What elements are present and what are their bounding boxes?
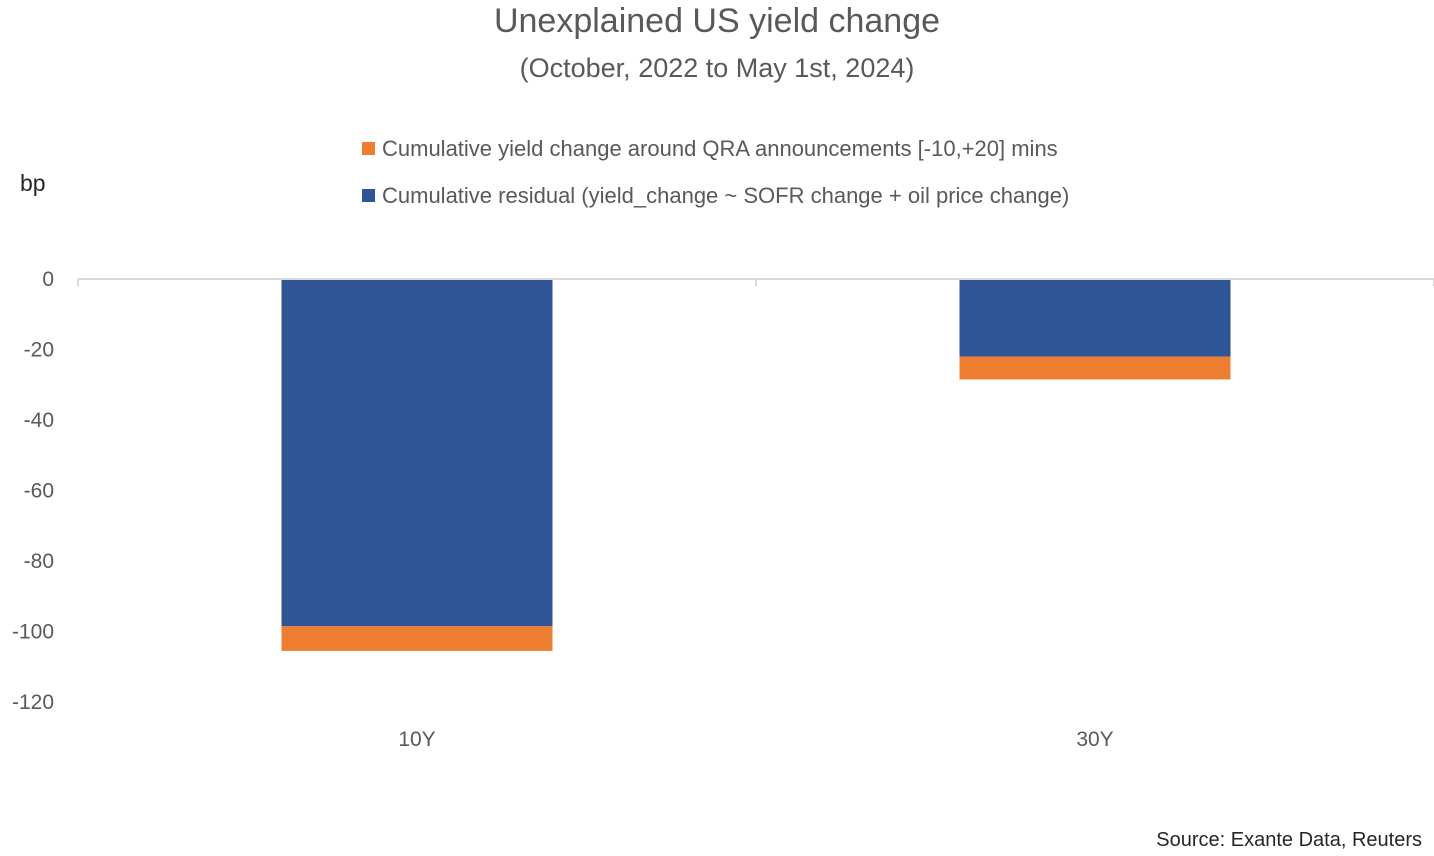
legend-swatch-residual: [362, 189, 375, 202]
x-tick-label: 10Y: [398, 728, 435, 751]
y-tick-label: -80: [24, 550, 54, 573]
legend-item-residual: Cumulative residual (yield_change ~ SOFR…: [362, 172, 1069, 219]
bar-10y-series-0: [281, 279, 553, 627]
y-tick-label: 0: [42, 268, 54, 291]
bar-30y-series-0: [959, 279, 1231, 357]
y-tick-label: -60: [24, 480, 54, 503]
bar-30y-series-1: [959, 356, 1231, 380]
legend-label-qra: Cumulative yield change around QRA annou…: [382, 135, 1058, 161]
x-tick-label: 30Y: [1076, 728, 1113, 751]
bar-10y-series-1: [281, 626, 553, 651]
source-note: Source: Exante Data, Reuters: [1156, 829, 1422, 851]
legend-swatch-qra: [362, 142, 375, 155]
legend-item-qra: Cumulative yield change around QRA annou…: [362, 125, 1069, 172]
y-axis-unit-label: bp: [20, 170, 46, 196]
chart-title: Unexplained US yield change: [493, 2, 941, 40]
y-tick-label: -120: [12, 691, 54, 714]
chart-subtitle: (October, 2022 to May 1st, 2024): [519, 53, 915, 83]
y-tick-label: -20: [24, 339, 54, 362]
y-tick-label: -40: [24, 409, 54, 432]
legend-label-residual: Cumulative residual (yield_change ~ SOFR…: [382, 182, 1070, 208]
legend: Cumulative yield change around QRA annou…: [362, 125, 1069, 219]
y-tick-label: -100: [12, 621, 54, 644]
